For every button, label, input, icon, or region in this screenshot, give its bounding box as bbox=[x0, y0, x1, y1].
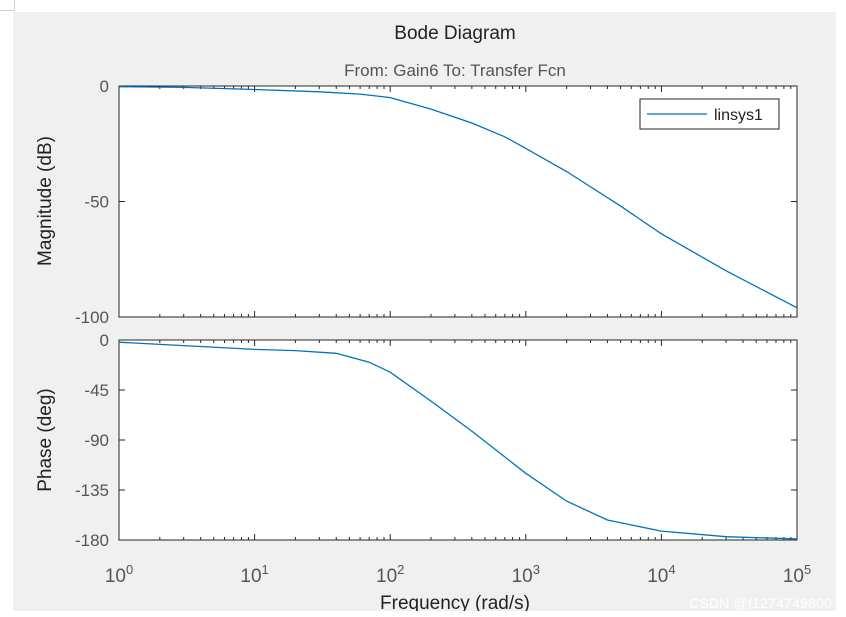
legend[interactable]: linsys1 bbox=[639, 98, 780, 130]
phase-panel: 0 -45 -90 -135 -180 Phase (deg) bbox=[35, 331, 798, 550]
phase-ytick-labels: 0 -45 -90 -135 -180 bbox=[75, 331, 109, 550]
phase-axes-box bbox=[118, 339, 798, 541]
window-corner bbox=[0, 0, 15, 11]
x-tick-label: 102 bbox=[376, 562, 404, 587]
y-tick-label: -90 bbox=[84, 431, 109, 450]
x-axis-label: Frequency (rad/s) bbox=[380, 593, 530, 611]
magnitude-ytick-labels: 0 -50 -100 bbox=[75, 77, 109, 327]
bode-figure: Bode Diagram From: Gain6 To: Transfer Fc… bbox=[35, 23, 811, 614]
y-tick-label: -180 bbox=[75, 531, 109, 550]
phase-ylabel: Phase (deg) bbox=[35, 388, 56, 492]
magnitude-panel: 0 -50 -100 Magnitude (dB) linsys1 bbox=[35, 77, 798, 327]
phase-series bbox=[118, 341, 798, 540]
legend-label: linsys1 bbox=[714, 107, 763, 124]
series-line-linsys1 bbox=[118, 86, 798, 309]
figure-window: Bode Diagram From: Gain6 To: Transfer Fc… bbox=[13, 12, 836, 614]
phase-ticks bbox=[118, 339, 798, 541]
y-tick-label: -50 bbox=[84, 193, 109, 212]
y-tick-label: -135 bbox=[75, 481, 109, 500]
magnitude-series bbox=[118, 86, 798, 309]
chart-subtitle: From: Gain6 To: Transfer Fcn bbox=[344, 61, 566, 80]
watermark: CSDN @f1274749800 bbox=[689, 595, 832, 611]
y-tick-label: 0 bbox=[100, 77, 109, 96]
x-tick-labels: 100 101 102 103 104 105 bbox=[105, 562, 811, 587]
chart-title: Bode Diagram bbox=[394, 23, 515, 44]
y-tick-label: -100 bbox=[75, 308, 109, 327]
y-tick-label: -45 bbox=[84, 381, 109, 400]
x-tick-label: 103 bbox=[512, 562, 540, 587]
y-tick-label: 0 bbox=[100, 331, 109, 350]
x-tick-label: 104 bbox=[647, 562, 675, 587]
magnitude-ticks bbox=[118, 85, 798, 318]
x-tick-label: 101 bbox=[240, 562, 268, 587]
x-tick-label: 105 bbox=[783, 562, 811, 587]
series-line-linsys1 bbox=[118, 341, 798, 540]
magnitude-ylabel: Magnitude (dB) bbox=[35, 136, 56, 266]
x-tick-label: 100 bbox=[105, 562, 133, 587]
